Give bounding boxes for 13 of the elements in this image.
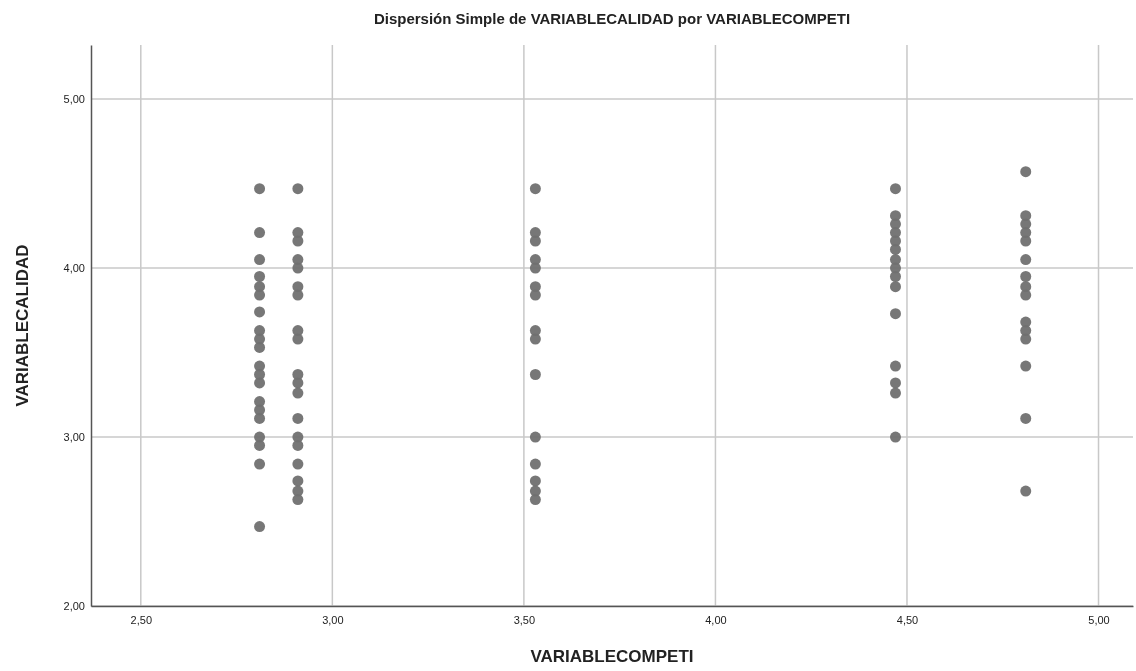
x-tick-label: 5,00 [1088,613,1110,626]
x-tick-label: 3,00 [322,613,344,626]
chart-title: Dispersión Simple de VARIABLECALIDAD por VARIABLECOMPETI [373,10,851,27]
y-axis-title: VARIABLECALIDAD [13,244,32,407]
x-tick-label: 3,50 [513,613,536,626]
x-tick-label: 4,50 [896,613,919,626]
y-tick-label: 5,00 [63,93,85,106]
y-tick-label: 4,00 [63,262,85,275]
x-tick-label: 2,50 [130,613,153,626]
y-tick-label: 2,00 [63,600,85,613]
x-tick-label: 4,00 [705,613,727,626]
x-axis-title: VARIABLECOMPETI [530,647,694,666]
y-tick-label: 3,00 [63,431,85,444]
